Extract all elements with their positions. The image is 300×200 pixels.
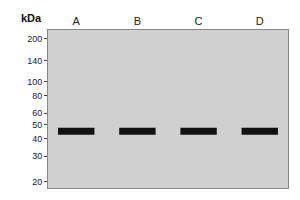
svg-text:40: 40 (32, 134, 42, 144)
svg-text:C: C (195, 15, 203, 27)
svg-text:D: D (256, 15, 264, 27)
svg-text:30: 30 (32, 151, 42, 161)
svg-text:20: 20 (32, 177, 42, 187)
svg-text:50: 50 (32, 120, 42, 130)
svg-text:140: 140 (27, 56, 42, 66)
svg-text:kDa: kDa (21, 12, 42, 24)
svg-text:B: B (134, 15, 141, 27)
svg-text:100: 100 (27, 77, 42, 87)
svg-text:200: 200 (27, 34, 42, 44)
svg-text:A: A (73, 15, 81, 27)
svg-text:60: 60 (32, 108, 42, 118)
svg-text:80: 80 (32, 91, 42, 101)
